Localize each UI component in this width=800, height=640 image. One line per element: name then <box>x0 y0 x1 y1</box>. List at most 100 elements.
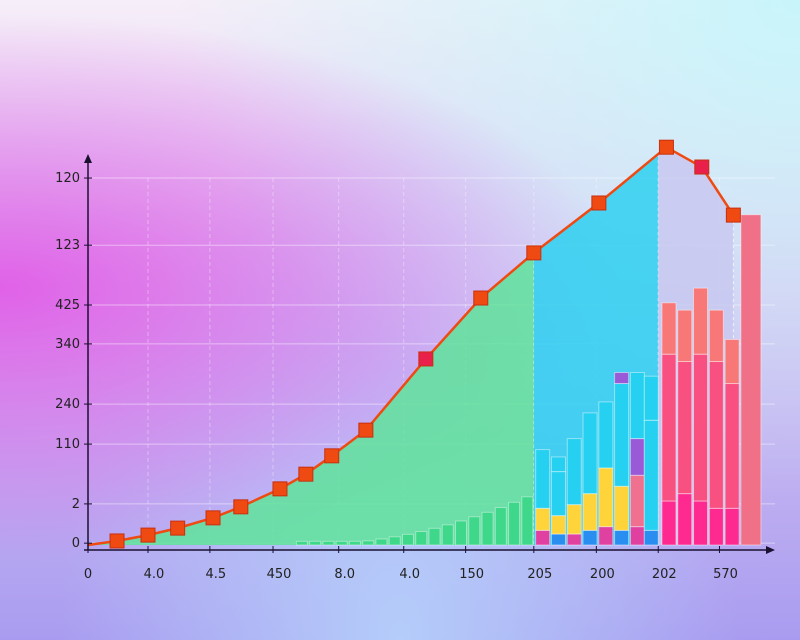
bar-segment <box>693 500 709 546</box>
bar-segment <box>550 533 566 546</box>
bar-segment <box>550 456 566 473</box>
data-point <box>358 422 374 438</box>
x-tick-label: 4.0 <box>399 567 420 582</box>
block-bar <box>494 506 507 546</box>
y-tick-label: 0 <box>72 536 80 551</box>
bar-segment <box>535 529 551 546</box>
y-tick-label: 120 <box>55 171 80 186</box>
data-point <box>272 481 288 497</box>
bar-segment <box>677 361 693 495</box>
y-tick-label: 110 <box>55 437 80 452</box>
bar-segment <box>629 526 645 546</box>
bar-segment <box>693 353 709 502</box>
block-bar <box>401 533 414 546</box>
data-point <box>170 520 186 536</box>
bar-segment <box>661 353 677 502</box>
x-axis-arrow <box>766 546 775 554</box>
bar-segment <box>677 309 693 363</box>
bar-segment <box>598 467 614 528</box>
block-bar <box>348 540 361 546</box>
block-bar <box>375 538 388 546</box>
x-tick-label: 450 <box>267 567 292 582</box>
x-tick-label: 570 <box>713 567 738 582</box>
bar-segment <box>643 375 659 421</box>
bar-segment <box>740 214 762 546</box>
block-bar <box>362 540 375 546</box>
data-point <box>324 448 340 464</box>
bar-segment <box>535 449 551 509</box>
block-bar <box>521 496 534 546</box>
x-tick-label: 150 <box>459 567 484 582</box>
data-point <box>725 207 741 223</box>
bar-segment <box>614 372 630 385</box>
x-tick-label: 8.0 <box>334 567 355 582</box>
data-point <box>591 195 607 211</box>
block-bar <box>428 527 441 546</box>
block-bar <box>415 530 428 546</box>
bar-segment <box>582 493 598 531</box>
bar-segment <box>629 474 645 528</box>
bar-segment <box>724 383 740 509</box>
data-point <box>109 533 125 549</box>
block-bar <box>295 540 308 546</box>
bar-segment <box>708 309 724 363</box>
y-axis-arrow <box>84 154 92 163</box>
bar-segment <box>566 504 582 535</box>
block-bar <box>508 501 521 546</box>
data-point <box>473 290 489 306</box>
bar-segment <box>661 500 677 546</box>
bar-segment <box>550 471 566 517</box>
y-tick-label: 340 <box>55 337 80 352</box>
bar-segment <box>598 526 614 546</box>
bar-segment <box>535 507 551 531</box>
bar-segment <box>566 438 582 506</box>
bar-segment <box>566 533 582 546</box>
block-bar <box>388 536 401 546</box>
data-point <box>694 159 710 175</box>
data-point <box>418 351 434 367</box>
bar-segment <box>582 529 598 546</box>
data-point <box>298 466 314 482</box>
block-bar <box>455 520 468 546</box>
x-tick-label: 4.0 <box>144 567 165 582</box>
data-point <box>526 245 542 261</box>
x-tick-label: 200 <box>590 567 615 582</box>
bar-segment <box>708 507 724 546</box>
bar-segment <box>614 383 630 487</box>
bar-segment <box>598 401 614 469</box>
data-point <box>658 139 674 155</box>
bar-segment <box>582 412 598 495</box>
bar-segment <box>693 287 709 355</box>
data-point <box>233 499 249 515</box>
block-bar <box>481 511 494 546</box>
bar-segment <box>629 372 645 440</box>
x-tick-label: 205 <box>527 567 552 582</box>
bar-segment <box>614 529 630 546</box>
bar-segment <box>643 529 659 546</box>
y-tick-label: 425 <box>55 298 80 313</box>
block-bar <box>309 540 322 546</box>
x-tick-label: 4.5 <box>206 567 227 582</box>
x-tick-label: 202 <box>652 567 677 582</box>
y-tick-label: 240 <box>55 397 80 412</box>
area-region <box>88 252 534 545</box>
block-bar <box>468 516 481 546</box>
bar-segment <box>550 515 566 535</box>
y-tick-label: 2 <box>72 497 80 512</box>
bar-segment <box>724 339 740 385</box>
block-bar <box>335 540 348 546</box>
x-tick-label: 0 <box>84 567 92 582</box>
bar-segment <box>643 419 659 531</box>
bar-segment <box>677 493 693 546</box>
data-point <box>140 527 156 543</box>
bar-segment <box>661 302 677 355</box>
bar-segment <box>629 438 645 476</box>
bar-segment <box>724 507 740 546</box>
data-point <box>205 510 221 526</box>
block-bar <box>441 524 454 546</box>
bar-segment <box>708 361 724 509</box>
y-tick-label: 123 <box>55 238 80 253</box>
block-bar <box>322 540 335 546</box>
bar-segment <box>614 485 630 531</box>
